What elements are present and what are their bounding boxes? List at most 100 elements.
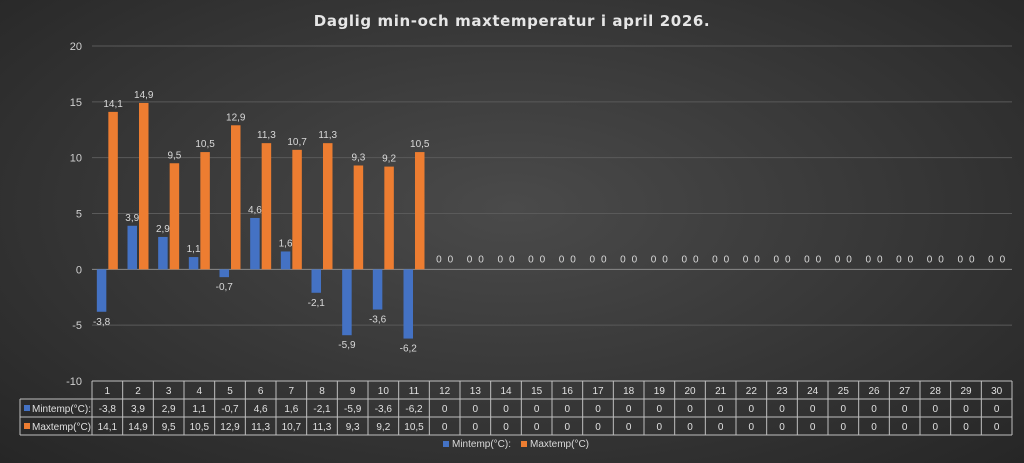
min-bar-day-6 — [250, 217, 260, 270]
max-bar-day-5 — [231, 125, 241, 270]
max-bar-day-4 — [200, 152, 210, 270]
min-bar-day-8 — [311, 269, 321, 293]
min-label-day-28: 0 — [927, 254, 933, 265]
max-label-day-7: 10,7 — [287, 137, 307, 148]
table-cell: 9,5 — [162, 422, 176, 433]
max-label-day-11: 10,5 — [410, 139, 430, 150]
min-label-day-7: 1,6 — [279, 238, 293, 249]
table-cell: 0 — [442, 404, 448, 415]
min-label-day-6: 4,6 — [248, 205, 262, 216]
min-label-day-1: -3,8 — [93, 317, 111, 328]
table-category-26: 26 — [868, 386, 880, 397]
y-tick-label: 15 — [70, 97, 82, 109]
table-cell: 10,5 — [404, 422, 424, 433]
table-category-18: 18 — [623, 386, 635, 397]
max-bar-day-10 — [384, 166, 394, 270]
max-label-day-16: 0 — [570, 254, 576, 265]
table-cell: 0 — [687, 404, 693, 415]
table-category-27: 27 — [899, 386, 911, 397]
min-label-day-3: 2,9 — [156, 224, 170, 235]
max-bar-day-7 — [292, 149, 302, 270]
min-label-day-9: -5,9 — [338, 340, 356, 351]
legend-key — [443, 441, 449, 447]
max-label-day-20: 0 — [693, 254, 699, 265]
max-bar-day-8 — [323, 143, 333, 270]
table-cell: 0 — [657, 422, 663, 433]
y-tick-label: 10 — [70, 153, 82, 165]
max-label-day-13: 0 — [478, 254, 484, 265]
table-cell: 3,9 — [131, 404, 145, 415]
table-category-23: 23 — [776, 386, 788, 397]
table-cell: -5,9 — [344, 404, 362, 415]
min-bar-day-1 — [96, 269, 107, 312]
table-cell: 1,1 — [192, 404, 206, 415]
table-cell: 0 — [779, 404, 785, 415]
max-label-day-15: 0 — [540, 254, 546, 265]
min-label-day-19: 0 — [651, 254, 657, 265]
table-category-17: 17 — [592, 386, 604, 397]
min-bar-day-9 — [342, 269, 352, 336]
table-category-6: 6 — [258, 386, 264, 397]
max-label-day-1: 14,1 — [103, 99, 123, 110]
table-cell: 0 — [534, 422, 540, 433]
min-label-day-22: 0 — [743, 254, 749, 265]
min-label-day-25: 0 — [835, 254, 841, 265]
table-category-20: 20 — [684, 386, 696, 397]
table-cell: 12,9 — [220, 422, 240, 433]
table-cell: 14,1 — [98, 422, 118, 433]
max-label-day-6: 11,3 — [257, 130, 276, 141]
table-category-15: 15 — [531, 386, 543, 397]
table-cell: 0 — [963, 422, 969, 433]
table-category-30: 30 — [991, 386, 1003, 397]
max-label-day-29: 0 — [969, 254, 975, 265]
table-cell: 11,3 — [251, 422, 270, 433]
table-cell: 9,2 — [376, 422, 390, 433]
table-cell: 0 — [687, 422, 693, 433]
table-cell: 0 — [626, 404, 632, 415]
y-tick-label: 5 — [76, 209, 82, 221]
min-label-day-2: 3,9 — [125, 213, 139, 224]
max-label-day-28: 0 — [938, 254, 944, 265]
table-cell: 0 — [473, 404, 479, 415]
max-bar-day-2 — [139, 102, 149, 270]
table-cell: 0 — [626, 422, 632, 433]
max-label-day-30: 0 — [1000, 254, 1006, 265]
y-tick-label: -10 — [66, 376, 82, 388]
table-cell: 0 — [534, 404, 540, 415]
table-category-21: 21 — [715, 386, 727, 397]
legend-entry: Maxtemp(°C) — [530, 439, 589, 450]
max-label-day-21: 0 — [724, 254, 730, 265]
max-label-day-4: 10,5 — [195, 139, 215, 150]
table-cell: 4,6 — [254, 404, 268, 415]
table-legend-key — [24, 423, 30, 429]
table-cell: 0 — [810, 404, 816, 415]
table-cell: 0 — [473, 422, 479, 433]
table-series-name: Mintemp(°C): — [32, 404, 91, 415]
table-cell: -3,8 — [99, 404, 117, 415]
table-category-25: 25 — [838, 386, 850, 397]
table-cell: 1,6 — [284, 404, 298, 415]
table-cell: 0 — [503, 404, 509, 415]
min-label-day-26: 0 — [865, 254, 871, 265]
table-cell: 0 — [595, 404, 601, 415]
max-bar-day-6 — [261, 143, 272, 270]
min-label-day-30: 0 — [988, 254, 994, 265]
min-label-day-18: 0 — [620, 254, 626, 265]
table-category-3: 3 — [166, 386, 172, 397]
max-label-day-9: 9,3 — [351, 152, 365, 163]
table-cell: 0 — [442, 422, 448, 433]
table-category-7: 7 — [289, 386, 295, 397]
min-bar-day-2 — [127, 225, 137, 270]
table-cell: 0 — [994, 404, 1000, 415]
min-label-day-11: -6,2 — [400, 344, 418, 355]
y-tick-label: 20 — [70, 41, 82, 53]
max-bar-day-11 — [415, 152, 425, 270]
table-category-12: 12 — [439, 386, 451, 397]
table-cell: 0 — [963, 404, 969, 415]
min-label-day-21: 0 — [712, 254, 718, 265]
table-cell: -3,6 — [375, 404, 393, 415]
table-cell: 0 — [810, 422, 816, 433]
table-category-1: 1 — [105, 386, 111, 397]
max-label-day-22: 0 — [754, 254, 760, 265]
table-cell: 0 — [871, 404, 877, 415]
